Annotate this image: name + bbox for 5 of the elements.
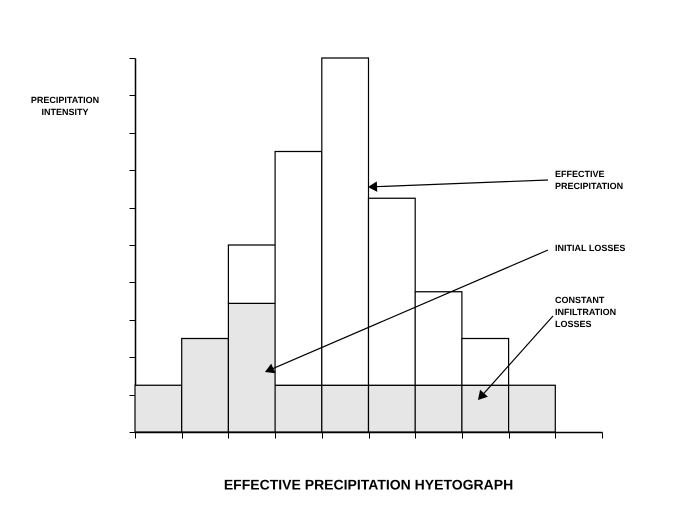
text: PRECIPITATION INTENSITY: [30, 95, 100, 117]
annotation: EFFECTIVE PRECIPITATION: [555, 169, 624, 191]
annotation: CONSTANT INFILTRATION LOSSES: [555, 295, 616, 329]
text: EFFECTIVE PRECIPITATION HYETOGRAPH: [224, 476, 514, 492]
annotation: INITIAL LOSSES: [555, 243, 626, 253]
